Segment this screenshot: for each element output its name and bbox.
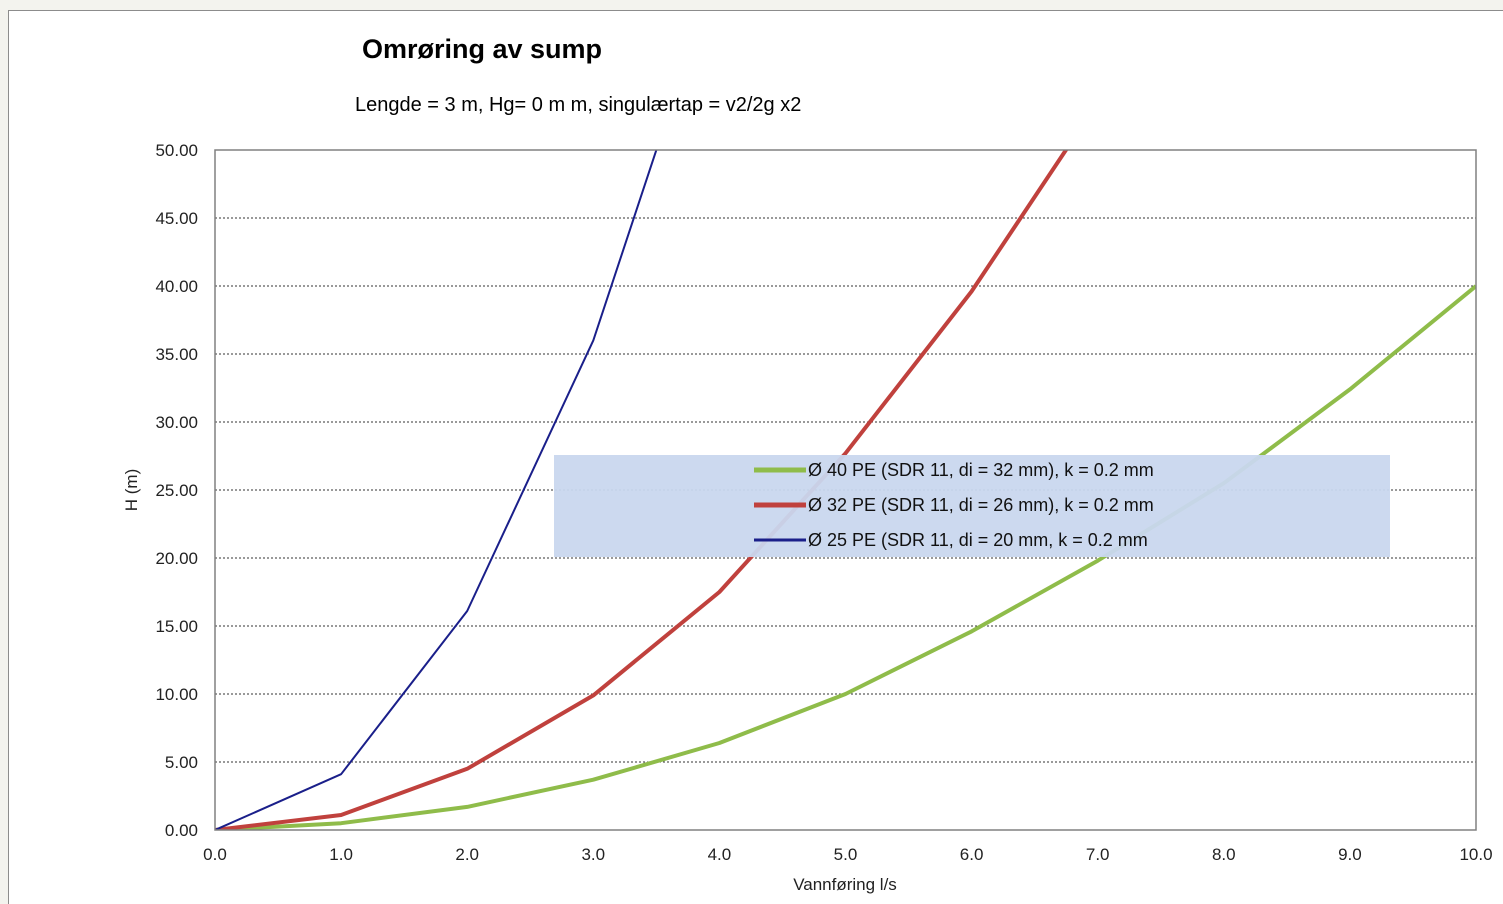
legend-entry: Ø 40 PE (SDR 11, di = 32 mm), k = 0.2 mm [808,460,1154,480]
y-axis-ticks: 0.00 5.00 10.00 15.00 20.00 25.00 30.00 35.00 40… [155,141,198,840]
x-tick-label: 0.0 [203,845,227,864]
series-line-2 [215,150,1069,830]
y-tick-label: 35.00 [155,345,198,364]
legend: Ø 40 PE (SDR 11, di = 32 mm), k = 0.2 mm… [554,455,1390,557]
x-tick-label: 4.0 [708,845,732,864]
x-tick-label: 7.0 [1086,845,1110,864]
y-axis-label: H (m) [122,469,141,511]
y-tick-label: 40.00 [155,277,198,296]
x-tick-label: 10.0 [1459,845,1492,864]
x-tick-label: 2.0 [455,845,479,864]
x-tick-label: 1.0 [329,845,353,864]
x-tick-label: 3.0 [581,845,605,864]
legend-box [554,455,1390,557]
y-tick-label: 5.00 [165,753,198,772]
x-tick-label: 9.0 [1338,845,1362,864]
legend-entry: Ø 25 PE (SDR 11, di = 20 mm, k = 0.2 mm [808,530,1148,550]
plot-border [214,149,1477,831]
y-tick-label: 0.00 [165,821,198,840]
legend-entry: Ø 32 PE (SDR 11, di = 26 mm), k = 0.2 mm [808,495,1154,515]
series-lines [215,150,1476,830]
series-line-1 [215,284,1476,830]
x-tick-label: 8.0 [1212,845,1236,864]
series-line-3 [215,150,658,830]
y-tick-label: 10.00 [155,685,198,704]
y-tick-label: 25.00 [155,481,198,500]
x-axis-ticks: 0.0 1.0 2.0 3.0 4.0 5.0 6.0 7.0 8.0 9.0 10.0 [203,845,1492,864]
x-tick-label: 5.0 [834,845,858,864]
y-tick-label: 30.00 [155,413,198,432]
y-tick-label: 45.00 [155,209,198,228]
y-tick-label: 15.00 [155,617,198,636]
y-tick-label: 50.00 [155,141,198,160]
x-tick-label: 6.0 [960,845,984,864]
x-axis-label: Vannføring l/s [793,875,897,894]
chart-subtitle: Lengde = 3 m, Hg= 0 m m, singulærtap = v… [355,94,801,116]
y-tick-label: 20.00 [155,549,198,568]
chart-title: Omrøring av sump [362,34,602,64]
